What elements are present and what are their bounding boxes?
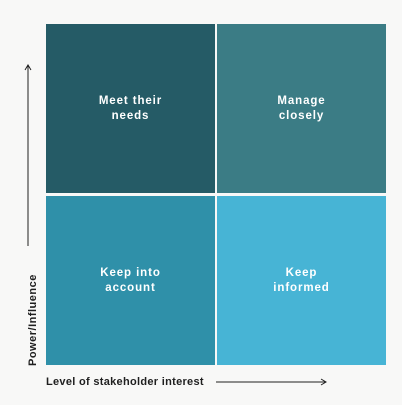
- quadrant-label-bottom-left: Keep into account: [100, 266, 161, 294]
- x-axis-label: Level of stakeholder interest: [46, 376, 204, 388]
- quadrant-keep-informed: Keep informed: [217, 196, 386, 365]
- y-axis-arrow-icon: [24, 64, 32, 246]
- x-axis-arrow-icon: [216, 378, 327, 386]
- quadrant-keep-into-account: Keep into account: [46, 196, 215, 365]
- quadrant-label-bottom-right: Keep informed: [273, 266, 330, 294]
- quadrant-label-top-right: Manage closely: [277, 94, 326, 122]
- quadrant-grid: Meet their needs Manage closely Keep int…: [46, 24, 386, 365]
- quadrant-manage-closely: Manage closely: [217, 24, 386, 193]
- quadrant-meet-their-needs: Meet their needs: [46, 24, 215, 193]
- quadrant-label-top-left: Meet their needs: [98, 94, 163, 122]
- y-axis-label: Power/Influence: [27, 274, 39, 366]
